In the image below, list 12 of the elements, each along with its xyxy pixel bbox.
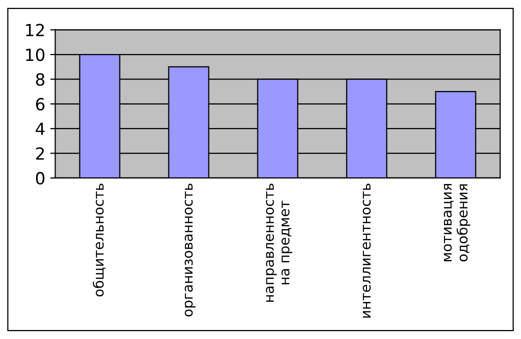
y-tick-label: 4 bbox=[36, 122, 45, 135]
x-tick-label: организованность bbox=[184, 184, 196, 316]
x-tick-label: интеллигентность bbox=[362, 184, 371, 318]
y-tick-label: 0 bbox=[36, 172, 44, 185]
y-tick-label: 6 bbox=[36, 98, 44, 110]
y-tick-label: 10 bbox=[26, 48, 44, 62]
y-tick-label: 8 bbox=[36, 73, 44, 86]
x-tick-label: мотивация одобрения bbox=[444, 184, 470, 262]
y-tick-label: 2 bbox=[36, 147, 44, 160]
x-tick-label: направленность на предмет bbox=[266, 184, 292, 302]
x-tick-label: общительность bbox=[92, 184, 106, 296]
y-tick-label: 12 bbox=[26, 24, 44, 36]
